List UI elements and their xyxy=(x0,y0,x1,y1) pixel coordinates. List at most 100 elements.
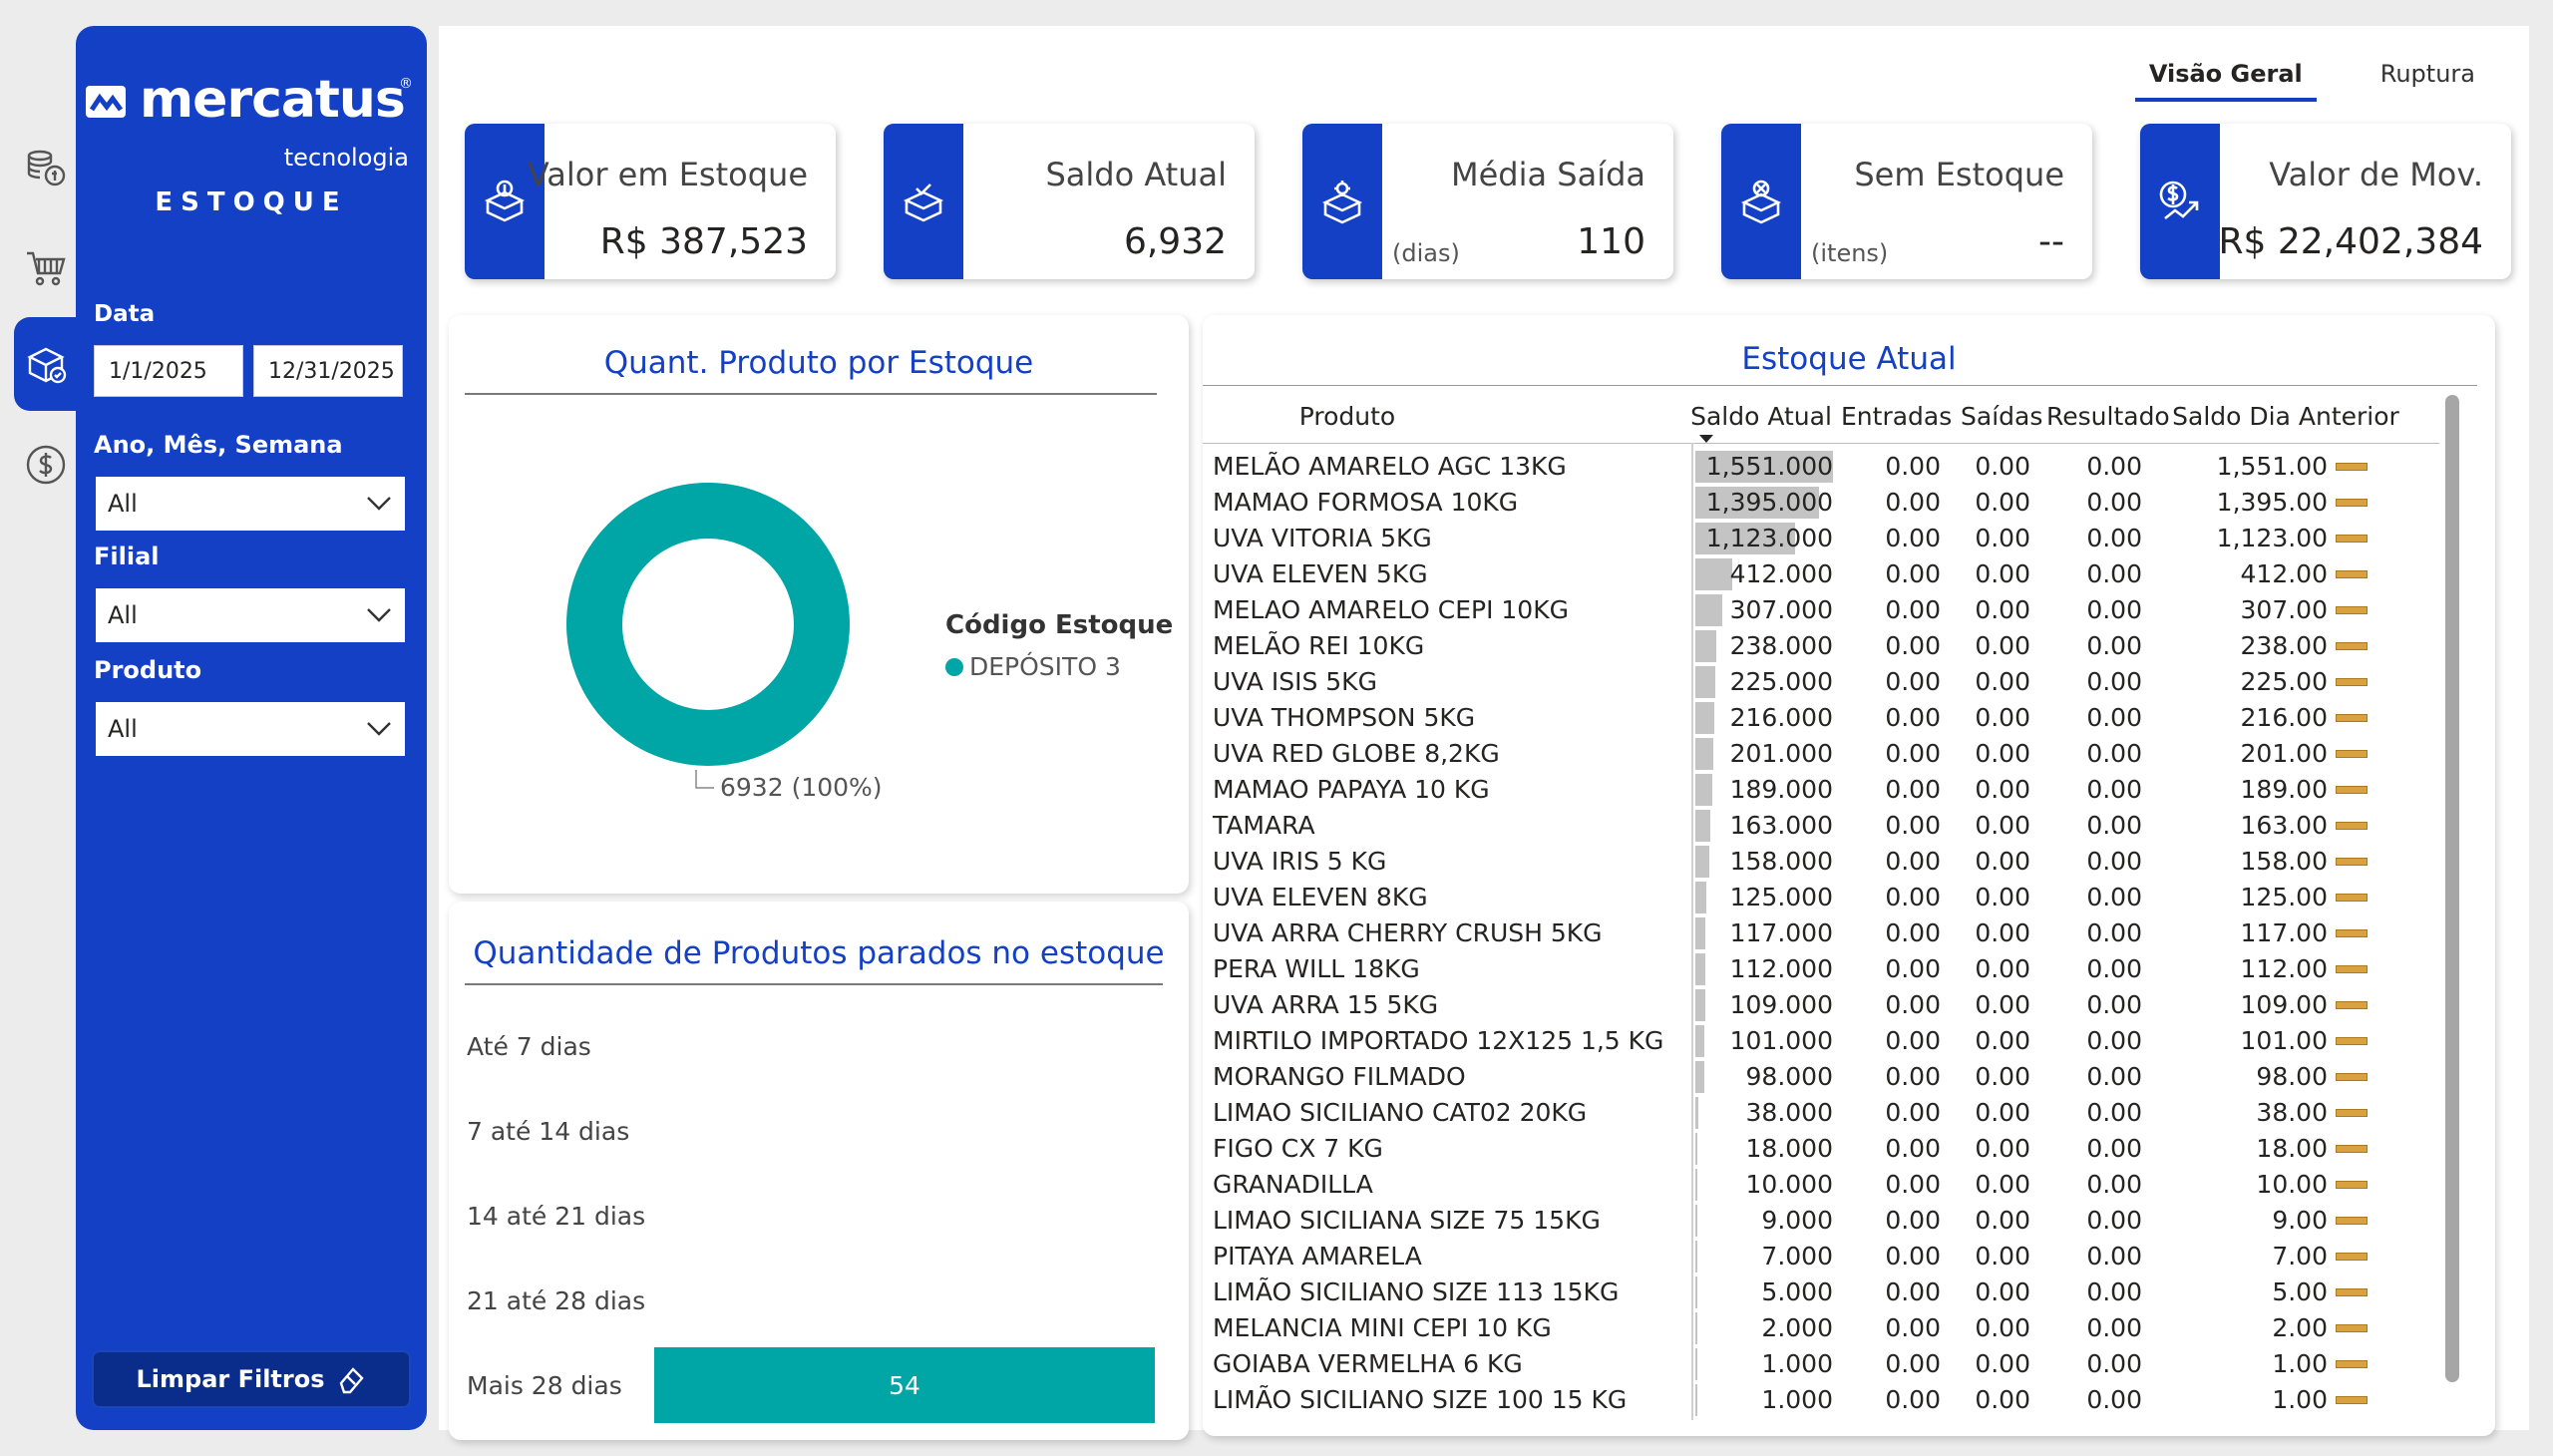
table-row[interactable]: UVA ELEVEN 8KG 125.000 0.00 0.00 0.00 125.00 xyxy=(1203,880,2439,915)
table-row[interactable]: UVA THOMPSON 5KG 216.000 0.00 0.00 0.00 216.0… xyxy=(1203,700,2439,736)
cell-saldo-dia-anterior: 225.00 xyxy=(2240,667,2328,696)
cell-resultado: 0.00 xyxy=(2086,1385,2142,1414)
kpi-stock-value-iconbar xyxy=(465,124,545,279)
dollar-circle-icon[interactable] xyxy=(22,441,70,489)
table-row[interactable]: LIMÃO SICILIANO SIZE 113 15KG 5.000 0.00 0.… xyxy=(1203,1274,2439,1310)
column-separator xyxy=(1691,443,1693,1420)
shopping-cart-icon[interactable] xyxy=(22,243,70,291)
cell-produto: UVA ELEVEN 8KG xyxy=(1213,883,1428,911)
table-row[interactable]: MORANGO FILMADO 98.000 0.00 0.00 0.00 98.00 xyxy=(1203,1059,2439,1095)
table-row[interactable]: UVA RED GLOBE 8,2KG 201.000 0.00 0.00 0.00 20… xyxy=(1203,736,2439,772)
report-canvas: Visão Geral Ruptura Valor em Estoque R$ … xyxy=(439,26,2529,1440)
balance-data-bar xyxy=(1695,1312,1697,1344)
cell-produto: FIGO CX 7 KG xyxy=(1213,1134,1383,1163)
col-saldo-atual-header[interactable]: Saldo Atual xyxy=(1690,402,1832,431)
cell-saldo-dia-anterior: 7.00 xyxy=(2272,1242,2328,1271)
col-produto-header[interactable]: Produto xyxy=(1298,402,1396,431)
clear-filters-button[interactable]: Limpar Filtros xyxy=(92,1350,411,1408)
aging-bar[interactable] xyxy=(654,1347,1155,1423)
branch-select[interactable]: All xyxy=(96,588,405,642)
aging-bar-chart[interactable]: Até 7 dias 7 até 14 dias 14 até 21 dias 21 … xyxy=(449,991,1189,1430)
balance-data-bar xyxy=(1695,702,1715,734)
col-saldo-dia-anterior-header[interactable]: Saldo Dia Anterior xyxy=(2172,402,2399,431)
table-row[interactable]: MELÃO REI 10KG 238.000 0.00 0.00 0.00 238.00 xyxy=(1203,628,2439,664)
trend-indicator-icon xyxy=(2336,1037,2368,1045)
table-row[interactable]: GRANADILLA 10.000 0.00 0.00 0.00 10.00 xyxy=(1203,1167,2439,1203)
tab-visao-geral[interactable]: Visão Geral xyxy=(2134,42,2317,102)
table-row[interactable]: TAMARA 163.000 0.00 0.00 0.00 163.00 xyxy=(1203,808,2439,844)
cell-saldo-dia-anterior: 216.00 xyxy=(2240,703,2328,732)
product-select[interactable]: All xyxy=(96,702,405,756)
kpi-no-stock-card: Sem Estoque (itens) -- xyxy=(1721,124,2092,279)
cell-saidas: 0.00 xyxy=(1975,703,2030,732)
cell-saldo-atual: 10.000 xyxy=(1745,1170,1833,1199)
cell-resultado: 0.00 xyxy=(2086,595,2142,624)
cell-saldo-atual: 216.000 xyxy=(1729,703,1833,732)
table-row[interactable]: FIGO CX 7 KG 18.000 0.00 0.00 0.00 18.00 xyxy=(1203,1131,2439,1167)
cell-resultado: 0.00 xyxy=(2086,1206,2142,1235)
date-end-input[interactable]: 12/31/2025 xyxy=(253,345,403,397)
balance-data-bar xyxy=(1695,774,1712,806)
box-check-icon[interactable] xyxy=(22,341,70,389)
trend-indicator-icon xyxy=(2336,1073,2368,1081)
cell-produto: LIMAO SICILIANA SIZE 75 15KG xyxy=(1213,1206,1601,1235)
cell-saldo-atual: 2.000 xyxy=(1761,1313,1833,1342)
table-row[interactable]: LIMAO SICILIANO CAT02 20KG 38.000 0.00 0.00… xyxy=(1203,1095,2439,1131)
coins-stack-icon[interactable] xyxy=(22,144,70,191)
table-row[interactable]: MAMAO FORMOSA 10KG 1,395.000 0.00 0.00 0.00 1… xyxy=(1203,485,2439,521)
donut-legend-item[interactable]: DEPÓSITO 3 xyxy=(945,652,1121,681)
date-start-input[interactable]: 1/1/2025 xyxy=(94,345,243,397)
table-row[interactable]: UVA ELEVEN 5KG 412.000 0.00 0.00 0.00 412.00 xyxy=(1203,556,2439,592)
table-row[interactable]: LIMÃO SICILIANO SIZE 100 15 KG 1.000 0.00 0… xyxy=(1203,1382,2439,1418)
cell-saldo-dia-anterior: 5.00 xyxy=(2272,1277,2328,1306)
trend-indicator-icon xyxy=(2336,1324,2368,1332)
cell-produto: TAMARA xyxy=(1213,811,1315,840)
aging-category-label: 21 até 28 dias xyxy=(467,1286,645,1315)
table-row[interactable]: UVA ISIS 5KG 225.000 0.00 0.00 0.00 225.00 xyxy=(1203,664,2439,700)
table-row[interactable]: MIRTILO IMPORTADO 12X125 1,5 KG 101.000 0.… xyxy=(1203,1023,2439,1059)
sort-desc-icon[interactable] xyxy=(1699,435,1713,443)
box-x-icon xyxy=(1740,180,1782,224)
period-select[interactable]: All xyxy=(96,477,405,531)
table-row[interactable]: MELANCIA MINI CEPI 10 KG 2.000 0.00 0.00 0.0… xyxy=(1203,1310,2439,1346)
donut-slice[interactable] xyxy=(566,483,850,766)
tab-ruptura[interactable]: Ruptura xyxy=(2379,60,2475,88)
cell-resultado: 0.00 xyxy=(2086,739,2142,768)
chevron-down-icon xyxy=(367,608,391,622)
balance-data-bar xyxy=(1695,1061,1704,1093)
cell-saldo-dia-anterior: 1,395.00 xyxy=(2216,488,2328,517)
table-row[interactable]: PERA WILL 18KG 112.000 0.00 0.00 0.00 112.00 xyxy=(1203,951,2439,987)
kpi-value: R$ 387,523 xyxy=(599,221,808,262)
col-entradas-header[interactable]: Entradas xyxy=(1841,402,1953,431)
table-row[interactable]: UVA ARRA CHERRY CRUSH 5KG 117.000 0.00 0.00… xyxy=(1203,915,2439,951)
balance-data-bar xyxy=(1695,558,1732,590)
cell-saidas: 0.00 xyxy=(1975,883,2030,911)
trend-indicator-icon xyxy=(2336,1145,2368,1153)
cell-produto: LIMÃO SICILIANO SIZE 113 15KG xyxy=(1213,1277,1620,1306)
table-row[interactable]: PITAYA AMARELA 7.000 0.00 0.00 0.00 7.00 xyxy=(1203,1239,2439,1274)
cell-resultado: 0.00 xyxy=(2086,847,2142,876)
cell-saidas: 0.00 xyxy=(1975,488,2030,517)
balance-data-bar xyxy=(1695,882,1707,913)
stock-table-title: Estoque Atual xyxy=(1741,341,1957,377)
stock-table-panel: Estoque Atual Produto Saldo Atual Entradas… xyxy=(1203,315,2495,1436)
brand-mark-icon xyxy=(86,86,126,118)
cell-entradas: 0.00 xyxy=(1885,488,1941,517)
cell-entradas: 0.00 xyxy=(1885,1242,1941,1271)
table-row[interactable]: LIMAO SICILIANA SIZE 75 15KG 9.000 0.00 0.0… xyxy=(1203,1203,2439,1239)
table-row[interactable]: UVA ARRA 15 5KG 109.000 0.00 0.00 0.00 109.00 xyxy=(1203,987,2439,1023)
table-row[interactable]: GOIABA VERMELHA 6 KG 1.000 0.00 0.00 0.00 1.0… xyxy=(1203,1346,2439,1382)
table-row[interactable]: UVA VITORIA 5KG 1,123.000 0.00 0.00 0.00 1,12… xyxy=(1203,521,2439,556)
table-row[interactable]: MELÃO AMARELO AGC 13KG 1,551.000 0.00 0.00 0… xyxy=(1203,449,2439,485)
cell-saldo-atual: 109.000 xyxy=(1729,990,1833,1019)
donut-chart[interactable]: 6932 (100%) xyxy=(449,405,1189,884)
table-row[interactable]: MELAO AMARELO CEPI 10KG 307.000 0.00 0.00 0.… xyxy=(1203,592,2439,628)
balance-data-bar xyxy=(1695,1241,1697,1273)
table-scrollbar[interactable] xyxy=(2445,395,2459,1382)
col-resultado-header[interactable]: Resultado xyxy=(2046,402,2170,431)
box-gear-icon xyxy=(1321,181,1363,224)
col-saidas-header[interactable]: Saídas xyxy=(1961,402,2043,431)
table-row[interactable]: MAMAO PAPAYA 10 KG 189.000 0.00 0.00 0.00 189… xyxy=(1203,772,2439,808)
kpi-value: 110 xyxy=(1577,221,1645,262)
table-row[interactable]: UVA IRIS 5 KG 158.000 0.00 0.00 0.00 158.00 xyxy=(1203,844,2439,880)
